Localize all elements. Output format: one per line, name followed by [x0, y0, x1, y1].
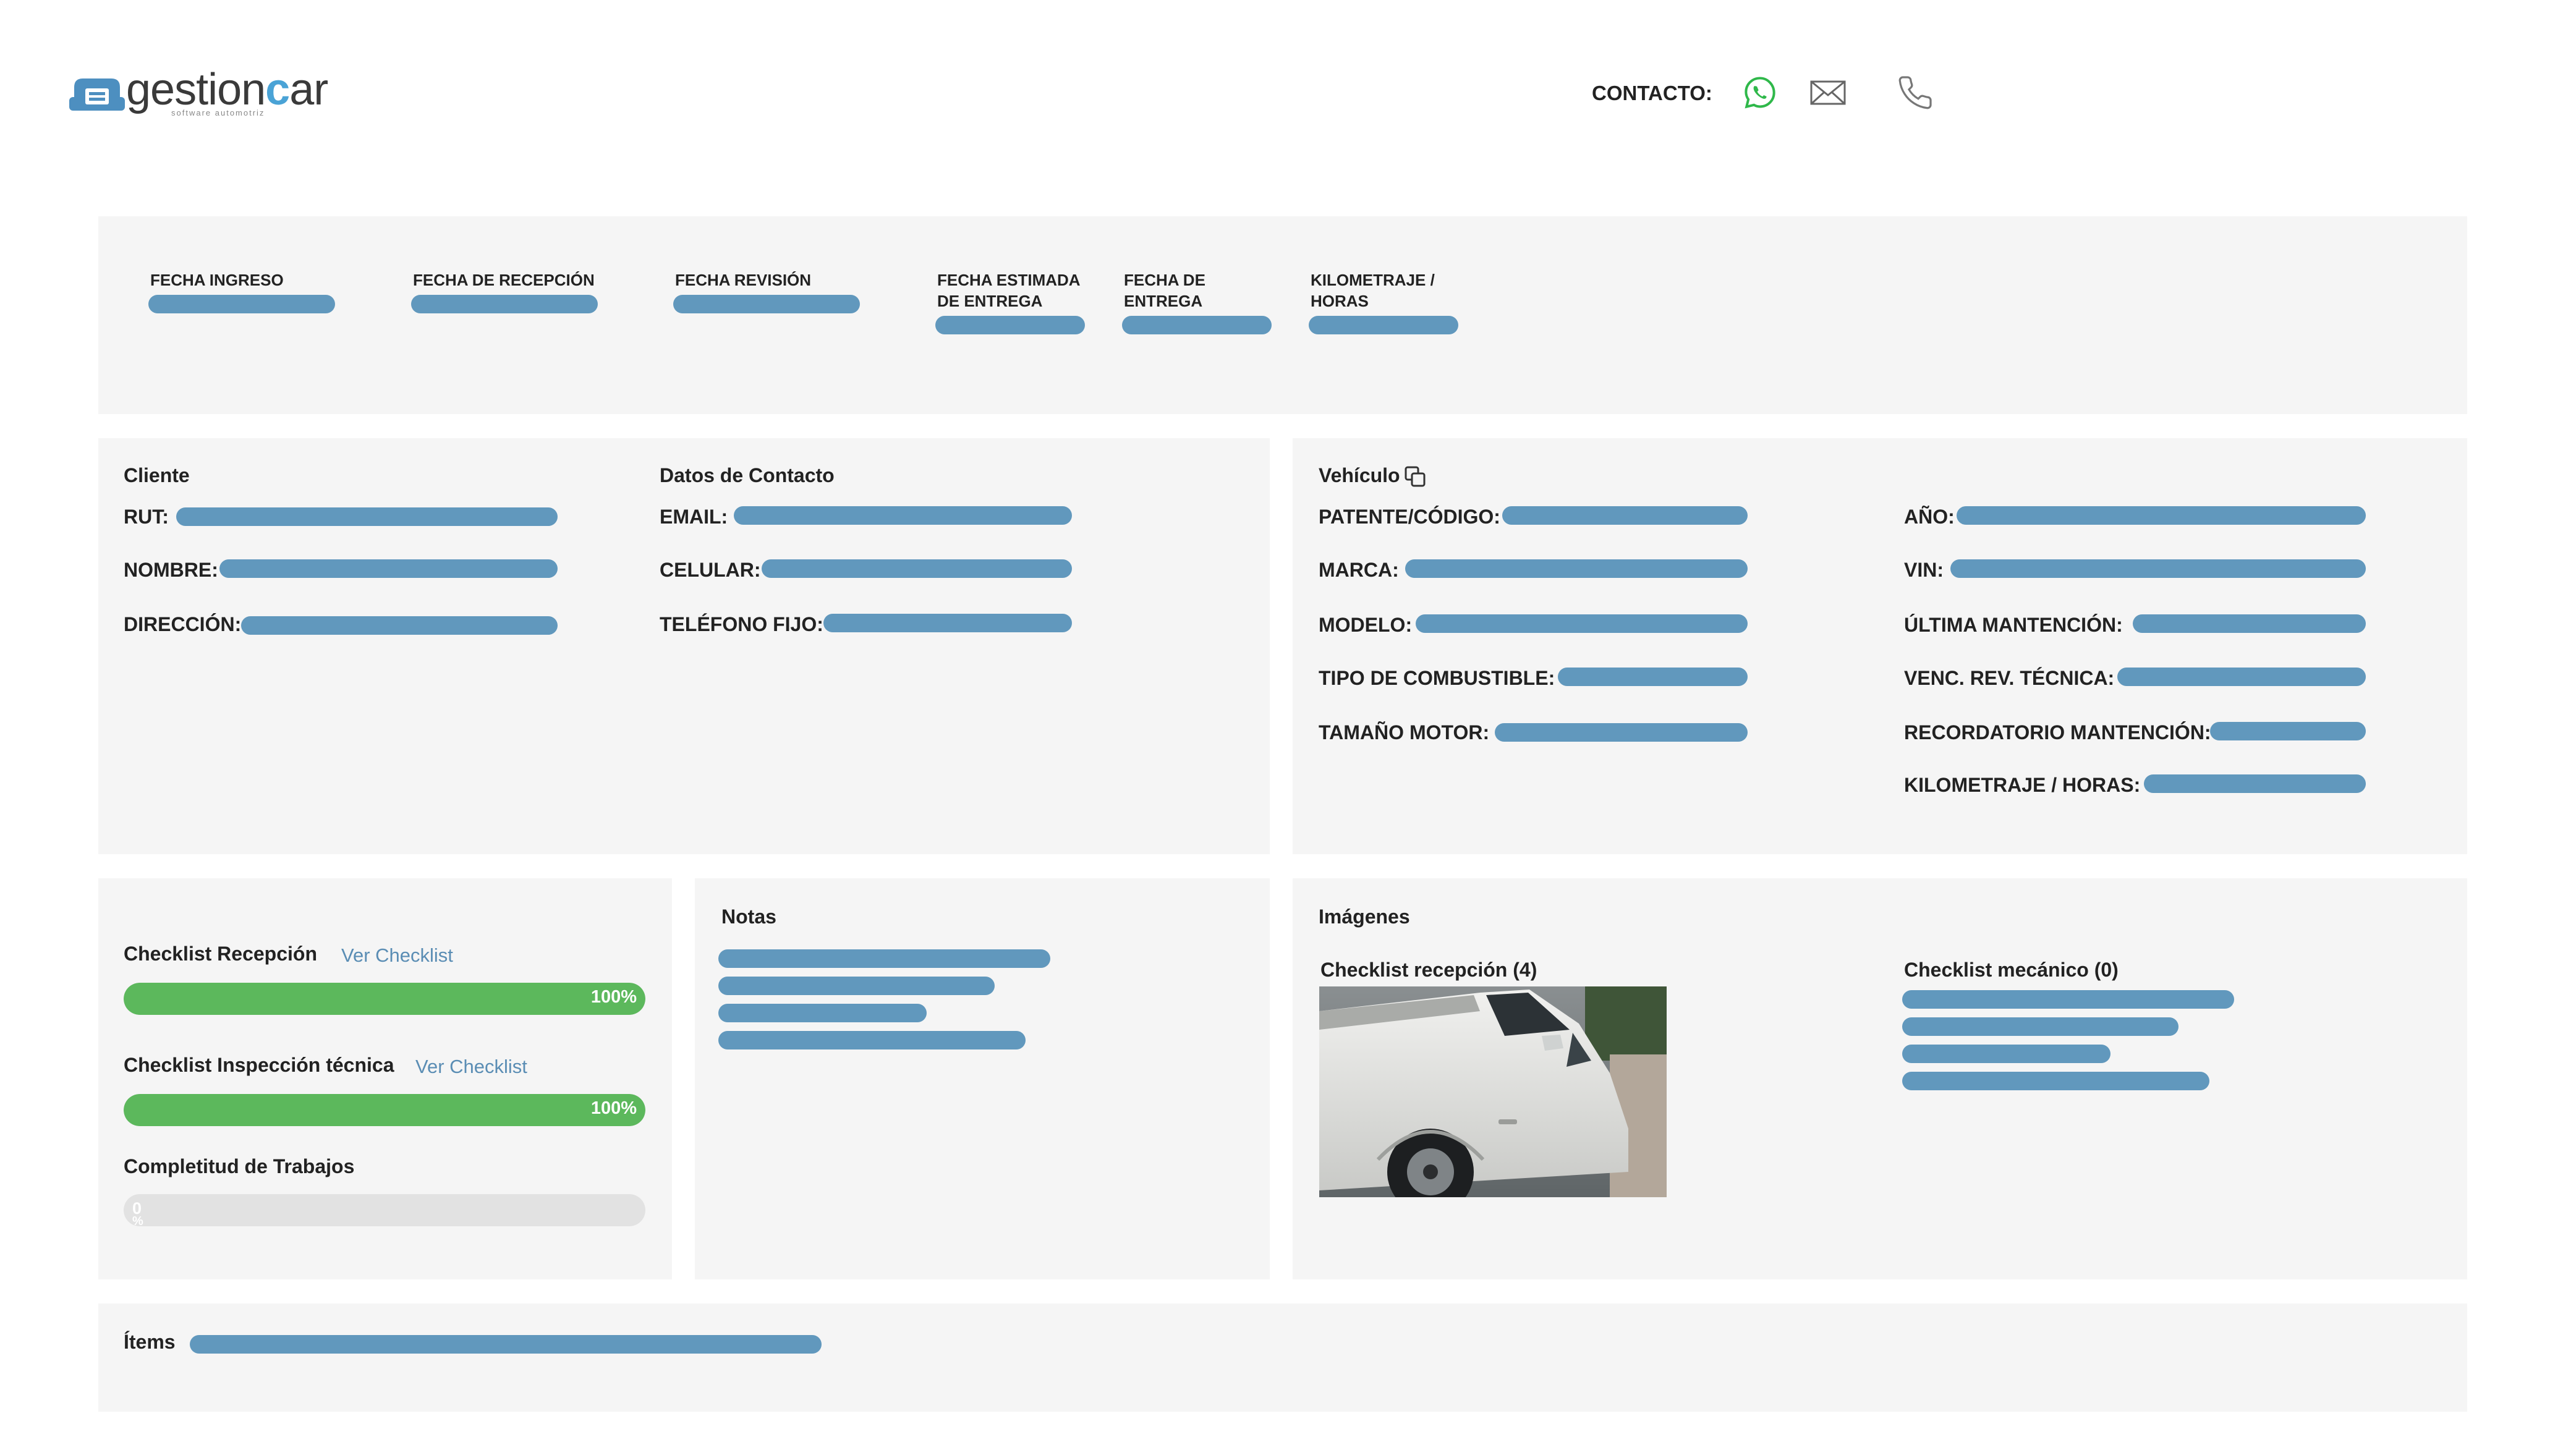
ultima-mantencion-label: ÚLTIMA MANTENCIÓN:: [1904, 614, 2123, 636]
logo-wordmark: gestioncar: [126, 65, 328, 114]
logo[interactable]: gestioncar software automotriz: [69, 65, 341, 121]
ano-value: [1957, 506, 2366, 525]
vin-label: VIN:: [1904, 559, 1944, 581]
fecha-estimada-label-line2: DE ENTREGA: [937, 292, 1043, 310]
cliente-title: Cliente: [124, 464, 190, 486]
checklist-recepcion-progress: 100%: [124, 983, 645, 1015]
patente-value: [1502, 506, 1748, 525]
completitud-progress-unit: %: [132, 1215, 143, 1226]
checklist-inspeccion-progress: 100%: [124, 1094, 645, 1126]
notas-title: Notas: [721, 905, 776, 928]
logo-tagline: software automotriz: [171, 108, 265, 117]
checklist-recepcion-images-label: Checklist recepción (4): [1320, 959, 1537, 981]
celular-label: CELULAR:: [660, 559, 761, 581]
marca-label: MARCA:: [1319, 559, 1399, 581]
checklist-recepcion-title: Checklist Recepción: [124, 943, 317, 965]
vehiculo-title: Vehículo: [1319, 464, 1400, 486]
notas-panel: [695, 878, 1270, 1279]
fecha-ingreso-label: FECHA INGRESO: [150, 271, 284, 289]
direccion-value: [241, 616, 558, 635]
modelo-label: MODELO:: [1319, 614, 1413, 636]
checklist-mecanico-line: [1902, 1045, 2111, 1063]
completitud-progress: 0%: [124, 1194, 645, 1226]
notas-line: [718, 1031, 1026, 1049]
kilometraje-value: [1309, 316, 1458, 334]
notas-line: [718, 1004, 927, 1022]
checklist-inspeccion-progress-text: 100%: [590, 1098, 637, 1118]
notas-line: [718, 977, 995, 995]
fecha-entrega-value: [1122, 316, 1272, 334]
fecha-recepcion-value: [411, 295, 598, 313]
fecha-entrega-label-line2: ENTREGA: [1124, 292, 1203, 310]
nombre-value: [219, 559, 558, 578]
telefono-fijo-value: [823, 614, 1072, 632]
marca-value: [1405, 559, 1748, 578]
vin-value: [1950, 559, 2366, 578]
tamano-motor-label: TAMAÑO MOTOR:: [1319, 721, 1490, 744]
venc-rev-tecnica-value: [2117, 668, 2366, 686]
ultima-mantencion-value: [2133, 614, 2366, 633]
dates-panel: [98, 216, 2467, 414]
kilometraje-horas-value: [2144, 774, 2366, 793]
checklist-mecanico-line: [1902, 990, 2234, 1009]
whatsapp-icon[interactable]: [1742, 75, 1778, 111]
checklist-recepcion-progress-text: 100%: [590, 987, 637, 1007]
telefono-fijo-label: TELÉFONO FIJO:: [660, 613, 823, 635]
fecha-recepcion-label: FECHA DE RECEPCIÓN: [413, 271, 595, 289]
fecha-ingreso-value: [148, 295, 335, 313]
rut-value: [176, 507, 558, 526]
ver-checklist-recepcion-link[interactable]: Ver Checklist: [341, 944, 453, 966]
checklist-mecanico-line: [1902, 1072, 2209, 1090]
recordatorio-mantencion-value: [2210, 722, 2366, 740]
nombre-label: NOMBRE:: [124, 559, 218, 581]
items-title: Ítems: [124, 1331, 176, 1353]
ano-label: AÑO:: [1904, 506, 1955, 528]
copy-icon[interactable]: [1403, 465, 1428, 490]
checklist-mecanico-line: [1902, 1017, 2179, 1036]
rut-label: RUT:: [124, 506, 169, 528]
fecha-revision-value: [673, 295, 860, 313]
recordatorio-mantencion-label: RECORDATORIO MANTENCIÓN:: [1904, 721, 2211, 744]
notas-line: [718, 949, 1050, 968]
email-value: [734, 506, 1072, 525]
celular-value: [762, 559, 1072, 578]
kilometraje-label-line2: HORAS: [1311, 292, 1369, 310]
fecha-entrega-label-line1: FECHA DE: [1124, 271, 1205, 289]
kilometraje-label-line1: KILOMETRAJE /: [1311, 271, 1435, 289]
venc-rev-tecnica-label: VENC. REV. TÉCNICA:: [1904, 667, 2115, 689]
phone-icon[interactable]: [1897, 74, 1934, 111]
direccion-label: DIRECCIÓN:: [124, 613, 242, 635]
fecha-revision-label: FECHA REVISIÓN: [675, 271, 812, 289]
checklist-mecanico-images-label: Checklist mecánico (0): [1904, 959, 2119, 981]
imagenes-title: Imágenes: [1319, 905, 1410, 928]
items-value: [190, 1335, 822, 1354]
completitud-progress-text: 0%: [132, 1194, 143, 1226]
contact-label: CONTACTO:: [1592, 82, 1712, 104]
checklist-inspeccion-title: Checklist Inspección técnica: [124, 1054, 394, 1076]
completitud-title: Completitud de Trabajos: [124, 1155, 355, 1177]
fecha-estimada-label-line1: FECHA ESTIMADA: [937, 271, 1081, 289]
contacto-title: Datos de Contacto: [660, 464, 835, 486]
tipo-combustible-label: TIPO DE COMBUSTIBLE:: [1319, 667, 1555, 689]
checklist-recepcion-progress-fill: [124, 983, 645, 1015]
fecha-estimada-value: [935, 316, 1085, 334]
checklist-inspeccion-progress-fill: [124, 1094, 645, 1126]
vehicle-photo-thumbnail[interactable]: [1319, 986, 1667, 1197]
cliente-panel: [98, 438, 1270, 854]
tamano-motor-value: [1495, 723, 1748, 742]
modelo-value: [1416, 614, 1748, 633]
patente-label: PATENTE/CÓDIGO:: [1319, 506, 1500, 528]
kilometraje-horas-label: KILOMETRAJE / HORAS:: [1904, 774, 2141, 796]
email-label: EMAIL:: [660, 506, 728, 528]
mail-icon[interactable]: [1809, 78, 1847, 108]
items-panel: [98, 1304, 2467, 1412]
logo-car-icon: [69, 78, 125, 111]
ver-checklist-inspeccion-link[interactable]: Ver Checklist: [415, 1056, 527, 1077]
tipo-combustible-value: [1558, 668, 1748, 686]
